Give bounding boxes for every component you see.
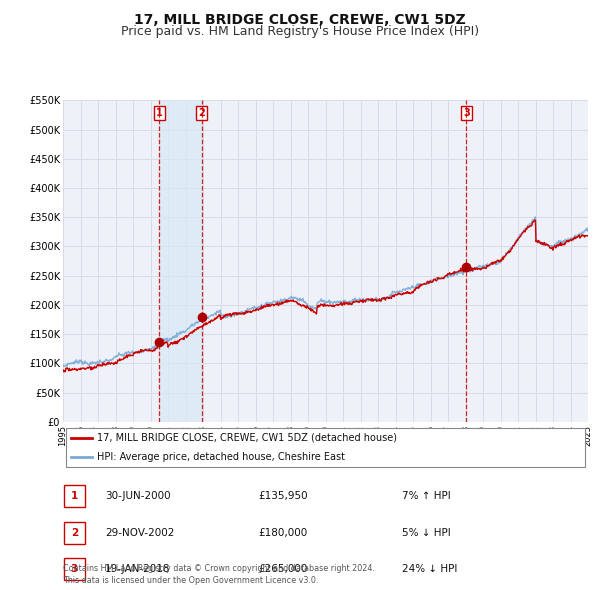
Bar	[159, 100, 202, 422]
FancyBboxPatch shape	[64, 485, 85, 507]
Text: 17, MILL BRIDGE CLOSE, CREWE, CW1 5DZ: 17, MILL BRIDGE CLOSE, CREWE, CW1 5DZ	[134, 13, 466, 27]
Text: 1: 1	[156, 109, 163, 119]
Text: 3: 3	[71, 565, 78, 574]
Text: 19-JAN-2018: 19-JAN-2018	[105, 565, 170, 574]
Text: £135,950: £135,950	[258, 491, 308, 501]
FancyBboxPatch shape	[65, 428, 586, 467]
Text: Contains HM Land Registry data © Crown copyright and database right 2024.
This d: Contains HM Land Registry data © Crown c…	[63, 565, 375, 585]
Text: 7% ↑ HPI: 7% ↑ HPI	[402, 491, 451, 501]
Text: 30-JUN-2000: 30-JUN-2000	[105, 491, 170, 501]
Text: Price paid vs. HM Land Registry's House Price Index (HPI): Price paid vs. HM Land Registry's House …	[121, 25, 479, 38]
Text: 29-NOV-2002: 29-NOV-2002	[105, 528, 175, 537]
FancyBboxPatch shape	[64, 558, 85, 581]
Text: 2: 2	[71, 528, 78, 537]
Text: 24% ↓ HPI: 24% ↓ HPI	[402, 565, 457, 574]
Text: 3: 3	[463, 109, 470, 119]
Text: HPI: Average price, detached house, Cheshire East: HPI: Average price, detached house, Ches…	[97, 452, 345, 462]
Text: 17, MILL BRIDGE CLOSE, CREWE, CW1 5DZ (detached house): 17, MILL BRIDGE CLOSE, CREWE, CW1 5DZ (d…	[97, 432, 397, 442]
Text: 2: 2	[198, 109, 205, 119]
Text: 5% ↓ HPI: 5% ↓ HPI	[402, 528, 451, 537]
FancyBboxPatch shape	[64, 522, 85, 544]
Text: £180,000: £180,000	[258, 528, 307, 537]
Text: 1: 1	[71, 491, 78, 501]
Text: £265,000: £265,000	[258, 565, 307, 574]
